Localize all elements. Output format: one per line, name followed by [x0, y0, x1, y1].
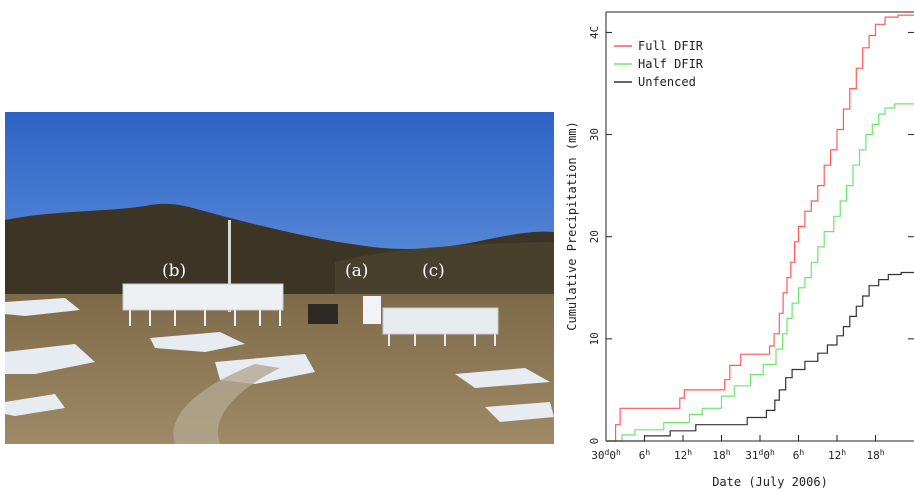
photo-label-b: (b)	[162, 261, 186, 281]
photo-label-c: (c)	[422, 261, 445, 281]
gravel-path	[173, 364, 280, 444]
fence-b	[122, 283, 284, 311]
x-tick-main: 6	[639, 449, 646, 462]
plot-frame	[605, 11, 914, 442]
snow-patch	[5, 394, 65, 416]
x-tick-main: 18	[712, 449, 725, 462]
legend: Full DFIR Half DFIR Unfenced	[614, 39, 704, 89]
snow-patch	[5, 298, 80, 316]
legend-label: Unfenced	[638, 75, 696, 89]
x-tick-main: 12	[828, 449, 841, 462]
series-layer	[606, 14, 914, 442]
x-tick-label: 6h	[639, 448, 651, 463]
x-tick-mid: 0	[763, 449, 770, 462]
snow-patch	[455, 368, 550, 388]
fence-c-legs	[388, 334, 496, 346]
series-line-full-dfir	[606, 14, 914, 442]
x-tick-label: 12h	[674, 448, 692, 463]
snow-patch	[150, 332, 245, 352]
x-tick-main: 12	[674, 449, 687, 462]
x-tick-main: 18	[866, 449, 879, 462]
x-tick-main: 6	[793, 449, 800, 462]
photo-label-a: (a)	[345, 261, 368, 281]
x-tick-sup: h	[770, 448, 775, 457]
x-tick-sup: h	[687, 448, 692, 457]
x-tick-main: 30	[591, 449, 604, 462]
fence-b-legs	[129, 310, 281, 326]
x-tick-label: 30d0h	[591, 448, 621, 463]
y-tick-label: 0	[588, 438, 601, 445]
x-tick-sup: d	[604, 448, 609, 457]
snow-patch	[485, 402, 554, 422]
x-tick-mid: 0	[609, 449, 616, 462]
x-tick-labels: 30d0h 6h 12h 18h 31d0h 6h 12h 18h	[591, 448, 884, 463]
x-tick-sup: h	[726, 448, 731, 457]
series-line-half-dfir	[606, 103, 914, 442]
snow-patch	[5, 344, 95, 374]
fence-c	[382, 307, 499, 335]
y-tick-labels: 0 10 20 30 4C	[588, 26, 601, 445]
x-tick-label: 6h	[793, 448, 805, 463]
x-tick-sup: h	[841, 448, 846, 457]
x-tick-label: 12h	[828, 448, 846, 463]
legend-label: Half DFIR	[638, 57, 704, 71]
mast	[228, 220, 231, 312]
x-tick-label: 31d0h	[745, 448, 775, 463]
y-axis-title: Cumulative Precipitation (mm)	[565, 121, 579, 331]
y-tick-label: 4C	[588, 26, 601, 39]
x-tick-label: 18h	[712, 448, 730, 463]
y-tick-label: 10	[588, 332, 601, 345]
x-tick-sup: h	[645, 448, 650, 457]
vehicle	[308, 304, 338, 324]
y-tick-label: 30	[588, 128, 601, 141]
x-tick-sup: d	[758, 448, 763, 457]
x-tick-sup: h	[616, 448, 621, 457]
legend-label: Full DFIR	[638, 39, 704, 53]
x-tick-label: 18h	[866, 448, 884, 463]
x-axis-title: Date (July 2006)	[712, 475, 828, 489]
x-tick-main: 31	[745, 449, 758, 462]
field-site-photo: (b) (a) (c)	[5, 112, 554, 444]
x-tick-sup: h	[880, 448, 885, 457]
y-tick-label: 20	[588, 230, 601, 243]
x-tick-sup: h	[799, 448, 804, 457]
series-line-unfenced	[606, 271, 914, 442]
gauge-a	[363, 296, 381, 324]
